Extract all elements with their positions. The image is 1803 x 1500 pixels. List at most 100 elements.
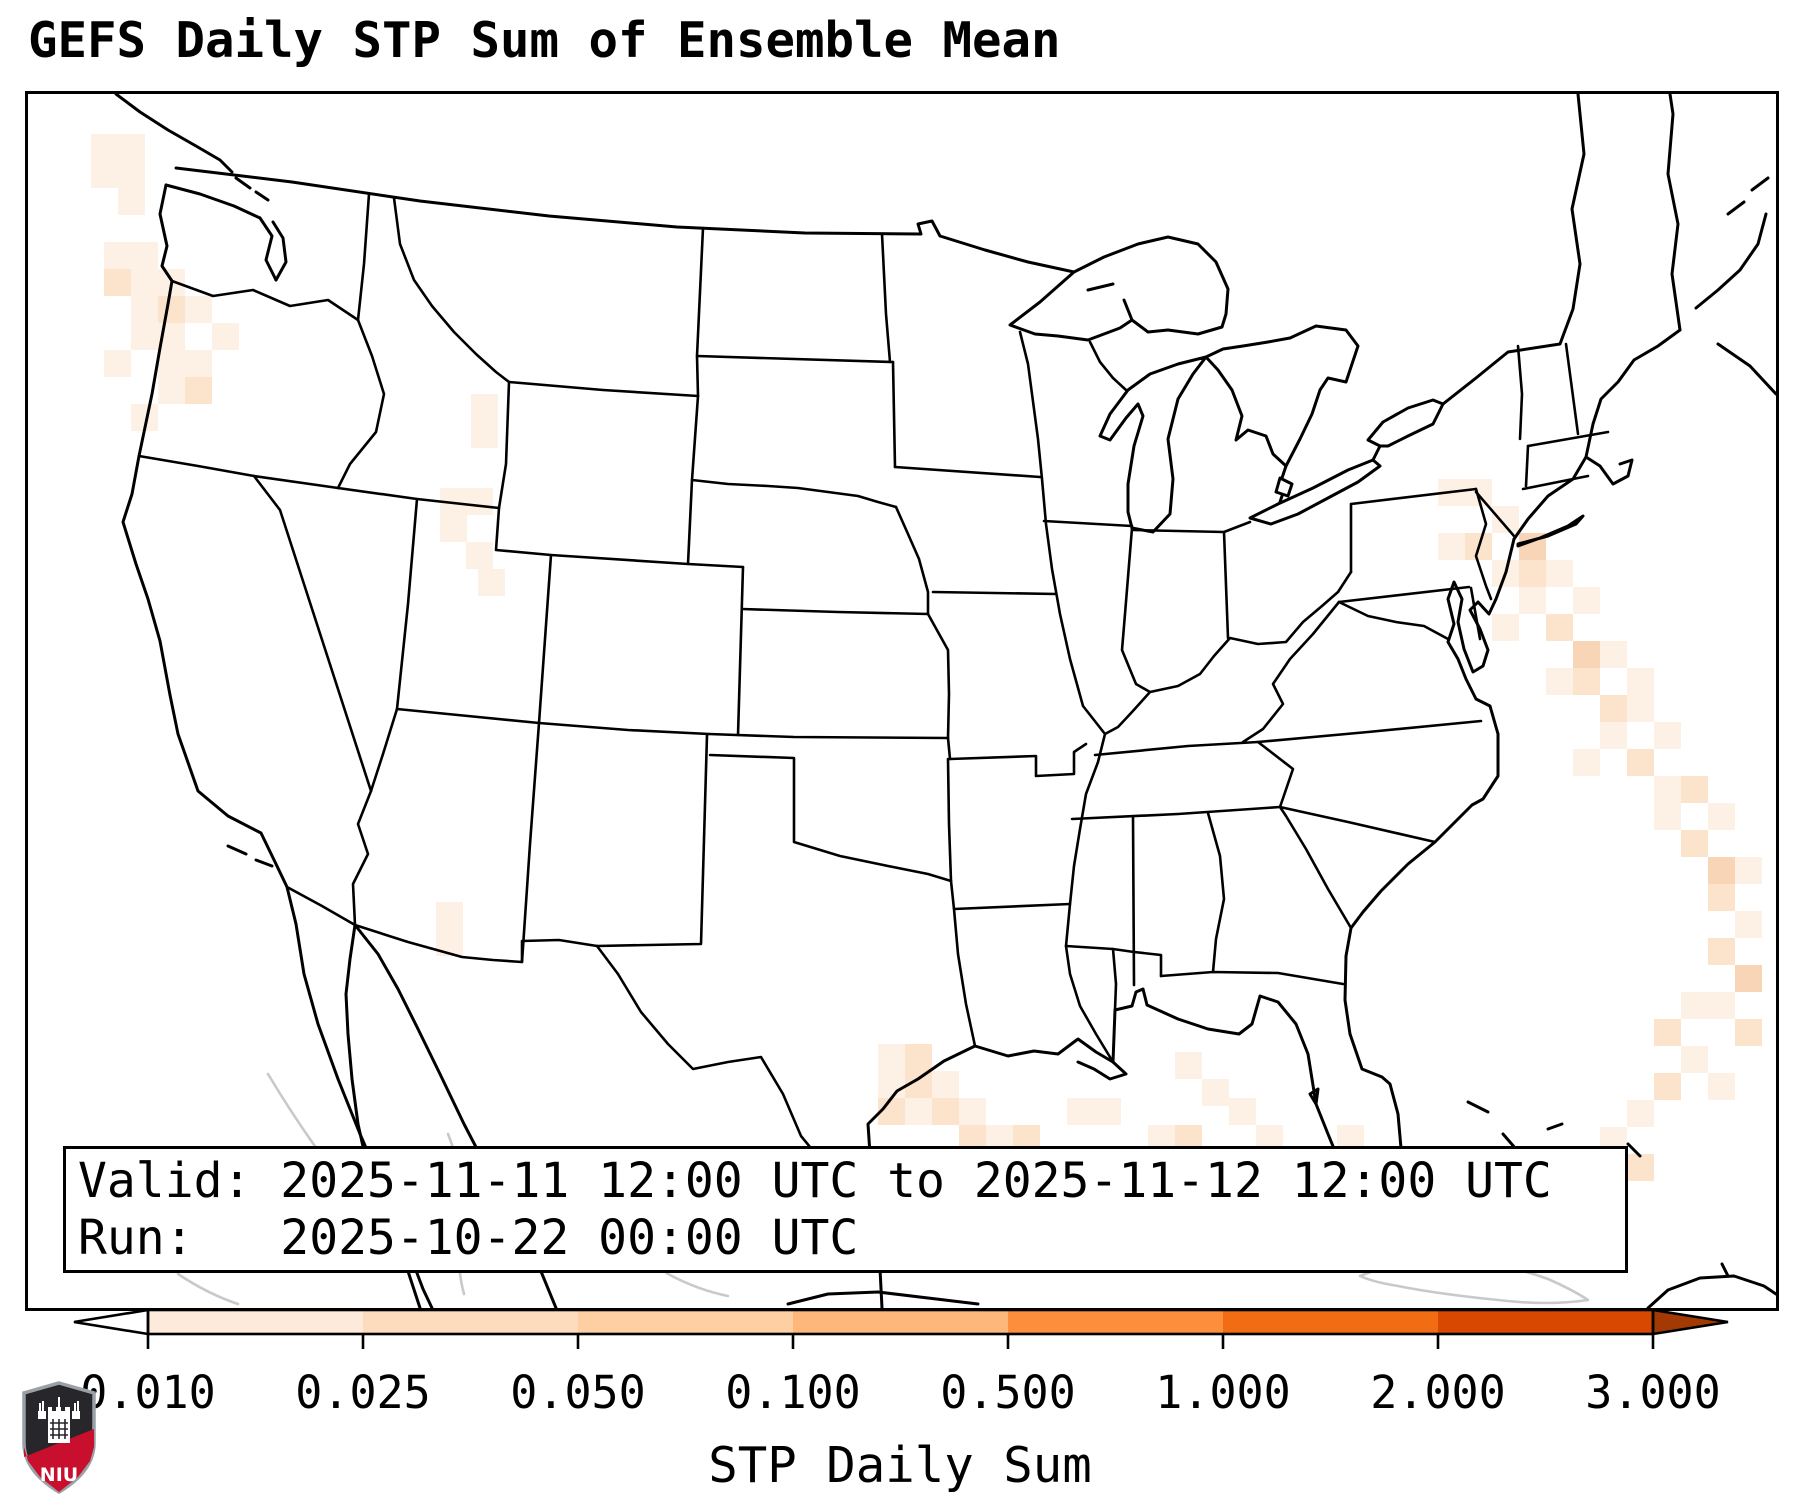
stp-cell <box>131 242 158 269</box>
canada-border <box>174 94 1586 406</box>
colorbar: 0.010 0.025 0.050 0.100 0.500 1.000 2.000 3.000… <box>73 1308 1729 1494</box>
colorbar-tick-label: 0.100 <box>725 1366 860 1419</box>
stp-cell <box>1654 776 1681 803</box>
colorbar-segment <box>1438 1310 1653 1334</box>
colorbar-tick-label: 1.000 <box>1155 1366 1290 1419</box>
stp-cell <box>1735 857 1762 884</box>
stp-cell <box>104 269 131 296</box>
colorbar-segment <box>1223 1310 1438 1334</box>
stp-cell <box>1708 857 1735 884</box>
colorbar-tick-label: 3.000 <box>1585 1366 1720 1419</box>
stp-cell <box>1735 965 1762 992</box>
stp-cell <box>436 902 463 929</box>
stp-cell <box>158 296 185 323</box>
stp-cell <box>1627 668 1654 695</box>
stp-cell <box>1654 1019 1681 1046</box>
colorbar-tick-label: 0.500 <box>940 1366 1075 1419</box>
stp-cell <box>91 161 118 188</box>
great-lakes <box>1008 235 1445 534</box>
stp-cell <box>905 1044 932 1071</box>
stp-cell <box>212 323 239 350</box>
stp-cell <box>1708 803 1735 830</box>
stp-cell <box>1546 560 1573 587</box>
stp-cell <box>1600 695 1627 722</box>
niu-castle-icon <box>38 1397 80 1443</box>
stp-cell <box>1627 1100 1654 1127</box>
stp-cell <box>118 134 145 161</box>
colorbar-over-arrow <box>1651 1308 1729 1336</box>
stp-cell <box>1094 1098 1121 1125</box>
stp-cell <box>1175 1052 1202 1079</box>
colorbar-segment <box>148 1310 363 1334</box>
colorbar-under-arrow <box>73 1308 150 1336</box>
niu-red-band <box>24 1429 94 1492</box>
stp-cell <box>1681 992 1708 1019</box>
stp-cell <box>185 350 212 377</box>
stp-cell <box>185 377 212 404</box>
colorbar-segment <box>578 1310 793 1334</box>
stp-cell <box>471 421 498 448</box>
stp-cell <box>1546 614 1573 641</box>
stp-cell <box>131 296 158 323</box>
stp-cell <box>118 188 145 215</box>
run-time-text: Run: 2025-10-22 00:00 UTC <box>78 1210 859 1266</box>
colorbar-segment <box>1008 1310 1223 1334</box>
niu-logo: NIU <box>22 1381 96 1495</box>
map-panel <box>25 91 1779 1311</box>
stp-cell <box>1654 803 1681 830</box>
stp-cell <box>1708 992 1735 1019</box>
stp-cell <box>1492 614 1519 641</box>
stp-cell <box>158 377 185 404</box>
stp-cell <box>185 296 212 323</box>
colorbar-ticks <box>146 1334 1655 1349</box>
stp-cell <box>104 242 131 269</box>
colorbar-tick-label: 0.010 <box>80 1366 215 1419</box>
stp-cell <box>471 394 498 421</box>
stp-cell <box>1708 1073 1735 1100</box>
stp-cell <box>1654 722 1681 749</box>
stp-cell <box>1492 506 1519 533</box>
stp-cell <box>1546 668 1573 695</box>
coastlines <box>114 94 1776 1308</box>
colorbar-segments <box>148 1310 1653 1334</box>
stp-cell <box>1681 830 1708 857</box>
stp-cell <box>1627 1154 1654 1181</box>
stp-cell <box>1573 587 1600 614</box>
state-borders <box>137 192 1610 1206</box>
stp-cell <box>131 323 158 350</box>
conus-map <box>91 94 1776 1308</box>
stp-cell <box>878 1071 905 1098</box>
stp-cell <box>466 542 493 569</box>
niu-logo-text: NIU <box>40 1464 78 1486</box>
colorbar-tick-label: 2.000 <box>1370 1366 1505 1419</box>
colorbar-segment <box>363 1310 578 1334</box>
stp-cell <box>1067 1098 1094 1125</box>
colorbar-tick-label: 0.050 <box>510 1366 645 1419</box>
colorbar-outline <box>146 1308 1655 1336</box>
stp-cell <box>1708 938 1735 965</box>
valid-time-text: Valid: 2025-11-11 12:00 UTC to 2025-11-1… <box>78 1153 1552 1209</box>
stp-cell <box>1519 560 1546 587</box>
stp-cell <box>1654 1073 1681 1100</box>
stp-cell <box>118 161 145 188</box>
stp-cell <box>959 1098 986 1125</box>
stp-cell <box>440 515 467 542</box>
stp-cell <box>1573 641 1600 668</box>
stp-cell <box>1708 884 1735 911</box>
stp-cell <box>91 134 118 161</box>
stp-cell <box>1438 533 1465 560</box>
valid-run-info-box: Valid: 2025-11-11 12:00 UTC to 2025-11-1… <box>63 1146 1628 1273</box>
stp-cell <box>1681 776 1708 803</box>
stp-cell <box>905 1098 932 1125</box>
stp-cell <box>1627 749 1654 776</box>
stp-cell <box>1600 722 1627 749</box>
colorbar-segment <box>793 1310 1008 1334</box>
stp-cell <box>878 1044 905 1071</box>
stp-cell <box>1735 1019 1762 1046</box>
stp-cell <box>478 569 505 596</box>
stp-cell <box>1627 695 1654 722</box>
page-title: GEFS Daily STP Sum of Ensemble Mean <box>28 12 1061 69</box>
stp-cell <box>932 1098 959 1125</box>
stp-cell <box>932 1071 959 1098</box>
